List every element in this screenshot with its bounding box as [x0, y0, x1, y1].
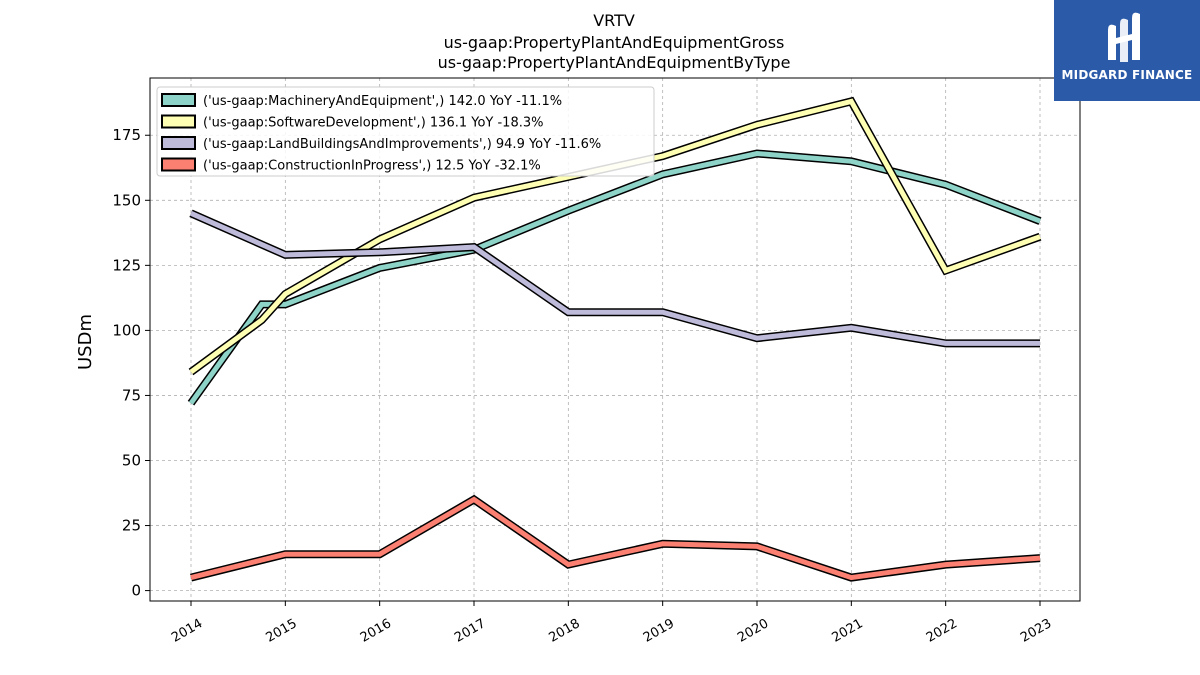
- x-tick-label: 2021: [830, 616, 866, 646]
- series-line-2: [189, 209, 1040, 348]
- legend-swatch: [161, 136, 196, 150]
- midgard-logo-icon: [1108, 12, 1140, 63]
- series-stroke: [190, 496, 1041, 581]
- x-tick-label: 2023: [1018, 616, 1054, 646]
- x-axis: 2014 2015 2016 2017 2018 2019 2020 2021 2022 2023: [169, 601, 1054, 646]
- y-tick-label: 0: [131, 582, 141, 600]
- x-tick-label: 2022: [924, 616, 960, 646]
- chart-subtitle-line-2: us-gaap:PropertyPlantAndEquipmentByType: [438, 53, 791, 72]
- x-tick-label: 2015: [264, 616, 300, 646]
- series-line-3: [190, 494, 1041, 582]
- x-tick-label: 2019: [641, 616, 677, 646]
- y-tick-label: 125: [112, 256, 141, 274]
- plot-frame: [149, 77, 1081, 602]
- series-line-1: [188, 96, 1042, 376]
- x-tick-label: 2020: [735, 616, 771, 646]
- legend-swatch: [161, 114, 196, 129]
- series-outline: [190, 494, 1041, 582]
- series-stroke: [189, 98, 1041, 375]
- chart-subtitle-line-1: us-gaap:PropertyPlantAndEquipmentGross: [444, 33, 785, 52]
- x-tick-label: 2018: [547, 616, 583, 646]
- x-tick-label: 2017: [452, 616, 488, 646]
- legend-swatch: [161, 93, 196, 107]
- y-axis-label: USDm: [75, 314, 96, 370]
- y-tick-label: 150: [112, 191, 141, 209]
- y-tick-label: 75: [122, 386, 141, 404]
- legend: ('us-gaap:MachineryAndEquipment',) 142.0…: [156, 86, 655, 177]
- y-tick-label: 25: [122, 517, 141, 535]
- legend-label: ('us-gaap:ConstructionInProgress',) 12.5…: [203, 159, 541, 174]
- legend-swatch: [161, 157, 196, 172]
- logo-text: MIDGARD FINANCE: [1061, 68, 1193, 82]
- x-tick-label: 2016: [358, 616, 394, 646]
- legend-label: ('us-gaap:SoftwareDevelopment',) 136.1 Y…: [203, 116, 543, 131]
- y-axis: 0 25 50 75 100 125 150 175: [112, 126, 150, 600]
- x-tick-label: 2014: [169, 616, 205, 646]
- legend-box: [156, 86, 655, 177]
- grid-lines: [150, 78, 1080, 601]
- series-stroke: [189, 211, 1040, 346]
- y-tick-label: 175: [112, 126, 141, 144]
- legend-label: ('us-gaap:LandBuildingsAndImprovements',…: [203, 137, 601, 152]
- legend-label: ('us-gaap:MachineryAndEquipment',) 142.0…: [203, 94, 562, 109]
- chart-title: VRTV: [593, 11, 635, 30]
- brand-logo: MIDGARD FINANCE: [1054, 0, 1200, 101]
- series-lines: [187, 96, 1042, 582]
- y-tick-label: 50: [122, 451, 141, 469]
- y-tick-label: 100: [112, 321, 141, 339]
